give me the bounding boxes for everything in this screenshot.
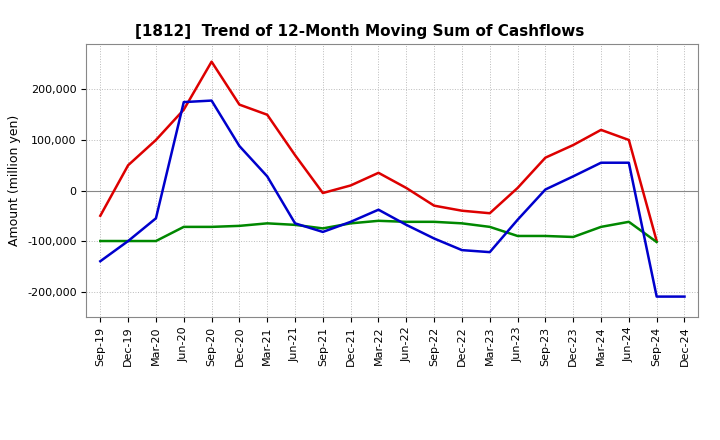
Investing Cashflow bbox=[597, 224, 606, 230]
Operating Cashflow bbox=[624, 137, 633, 143]
Operating Cashflow bbox=[152, 137, 161, 143]
Investing Cashflow bbox=[569, 235, 577, 240]
Investing Cashflow bbox=[624, 219, 633, 224]
Operating Cashflow bbox=[235, 102, 243, 107]
Investing Cashflow bbox=[402, 219, 410, 224]
Investing Cashflow bbox=[458, 221, 467, 226]
Investing Cashflow bbox=[152, 238, 161, 244]
Free Cashflow bbox=[513, 217, 522, 223]
Investing Cashflow bbox=[96, 238, 104, 244]
Operating Cashflow bbox=[458, 208, 467, 213]
Free Cashflow bbox=[652, 294, 661, 299]
Investing Cashflow bbox=[541, 233, 550, 238]
Operating Cashflow bbox=[96, 213, 104, 218]
Operating Cashflow bbox=[430, 203, 438, 208]
Line: Operating Cashflow: Operating Cashflow bbox=[100, 62, 657, 241]
Free Cashflow bbox=[96, 259, 104, 264]
Operating Cashflow bbox=[263, 112, 271, 117]
Investing Cashflow bbox=[207, 224, 216, 230]
Investing Cashflow bbox=[652, 239, 661, 245]
Operating Cashflow bbox=[597, 127, 606, 132]
Free Cashflow bbox=[346, 219, 355, 224]
Investing Cashflow bbox=[346, 221, 355, 226]
Line: Investing Cashflow: Investing Cashflow bbox=[100, 221, 657, 242]
Free Cashflow bbox=[124, 238, 132, 244]
Free Cashflow bbox=[152, 216, 161, 221]
Legend: Operating Cashflow, Investing Cashflow, Free Cashflow: Operating Cashflow, Investing Cashflow, … bbox=[143, 438, 642, 440]
Operating Cashflow bbox=[124, 163, 132, 168]
Free Cashflow bbox=[179, 99, 188, 105]
Y-axis label: Amount (million yen): Amount (million yen) bbox=[9, 115, 22, 246]
Operating Cashflow bbox=[179, 107, 188, 112]
Operating Cashflow bbox=[346, 183, 355, 188]
Free Cashflow bbox=[430, 236, 438, 241]
Free Cashflow bbox=[624, 160, 633, 165]
Free Cashflow bbox=[458, 247, 467, 253]
Operating Cashflow bbox=[569, 143, 577, 148]
Free Cashflow bbox=[374, 207, 383, 213]
Free Cashflow bbox=[569, 174, 577, 179]
Line: Free Cashflow: Free Cashflow bbox=[100, 101, 685, 297]
Free Cashflow bbox=[680, 294, 689, 299]
Operating Cashflow bbox=[541, 155, 550, 160]
Investing Cashflow bbox=[374, 218, 383, 224]
Free Cashflow bbox=[291, 221, 300, 226]
Operating Cashflow bbox=[513, 185, 522, 191]
Operating Cashflow bbox=[318, 191, 327, 196]
Free Cashflow bbox=[485, 249, 494, 255]
Free Cashflow bbox=[597, 160, 606, 165]
Operating Cashflow bbox=[207, 59, 216, 64]
Investing Cashflow bbox=[318, 226, 327, 231]
Operating Cashflow bbox=[652, 238, 661, 244]
Investing Cashflow bbox=[485, 224, 494, 230]
Free Cashflow bbox=[235, 143, 243, 149]
Investing Cashflow bbox=[235, 223, 243, 228]
Operating Cashflow bbox=[374, 170, 383, 176]
Text: [1812]  Trend of 12-Month Moving Sum of Cashflows: [1812] Trend of 12-Month Moving Sum of C… bbox=[135, 24, 585, 39]
Free Cashflow bbox=[263, 174, 271, 179]
Free Cashflow bbox=[207, 98, 216, 103]
Investing Cashflow bbox=[430, 219, 438, 224]
Operating Cashflow bbox=[402, 185, 410, 191]
Investing Cashflow bbox=[263, 221, 271, 226]
Investing Cashflow bbox=[179, 224, 188, 230]
Free Cashflow bbox=[402, 222, 410, 227]
Free Cashflow bbox=[541, 187, 550, 192]
Investing Cashflow bbox=[124, 238, 132, 244]
Operating Cashflow bbox=[291, 153, 300, 158]
Operating Cashflow bbox=[485, 211, 494, 216]
Investing Cashflow bbox=[291, 222, 300, 227]
Investing Cashflow bbox=[513, 233, 522, 238]
Free Cashflow bbox=[318, 229, 327, 235]
